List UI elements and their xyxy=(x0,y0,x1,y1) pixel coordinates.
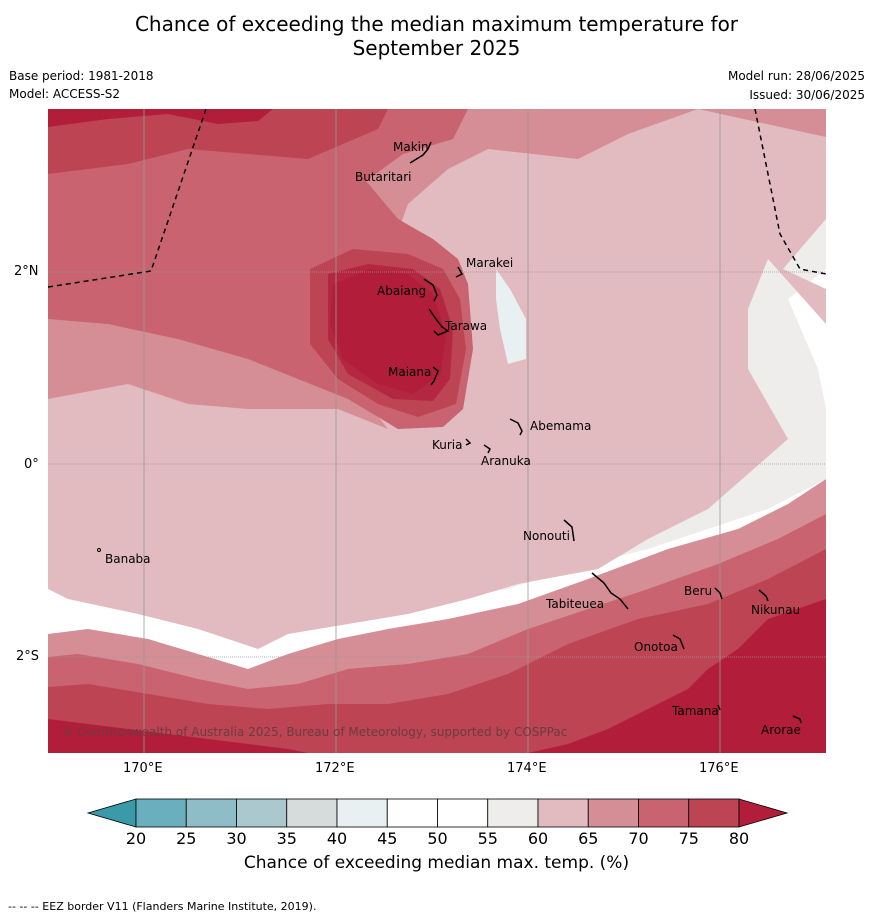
colorbar-segment xyxy=(688,798,740,828)
colorbar-label: Chance of exceeding median max. temp. (%… xyxy=(243,853,630,873)
colorbar-extend-high xyxy=(738,798,789,828)
label-tamana: Tamana xyxy=(671,704,719,718)
label-kuria: Kuria xyxy=(432,438,463,452)
colorbar-tick-label: 65 xyxy=(578,829,599,848)
colorbar-tick-label: 20 xyxy=(125,829,147,848)
map-title-line1: Chance of exceeding the median maximum t… xyxy=(134,12,739,36)
colorbar-segment xyxy=(437,798,489,828)
label-butaritari: Butaritari xyxy=(355,170,412,184)
colorbar-segment xyxy=(236,798,288,828)
copyright-notice: © Commonwealth of Australia 2025, Bureau… xyxy=(62,725,567,739)
colorbar-tick-label: 55 xyxy=(477,829,498,848)
lon-label-176e: 176°E xyxy=(699,761,739,776)
lon-label-170e: 170°E xyxy=(123,761,163,776)
label-arorae: Arorae xyxy=(761,723,801,737)
colorbar-tick-label: 70 xyxy=(628,829,649,848)
model-name: Model: ACCESS-S2 xyxy=(9,87,121,101)
colorbar-segment xyxy=(386,798,438,828)
label-tarawa: Tarawa xyxy=(444,319,487,333)
gridlines xyxy=(48,109,826,753)
colorbar-segment xyxy=(135,798,187,828)
label-onotoa: Onotoa xyxy=(634,640,678,654)
label-nonouti: Nonouti xyxy=(523,529,570,543)
label-tabiteuea: Tabiteuea xyxy=(545,597,604,611)
eez-border xyxy=(48,109,826,288)
colorbar-segment xyxy=(185,798,237,828)
lat-label-2s: 2°S xyxy=(16,649,40,664)
lon-label-172e: 172°E xyxy=(315,761,355,776)
colorbar-tick-label: 75 xyxy=(678,829,699,848)
island-outlines xyxy=(97,141,802,724)
base-period: Base period: 1981-2018 xyxy=(9,69,154,83)
map-title-line2: September 2025 xyxy=(352,36,521,60)
issued-date: Issued: 30/06/2025 xyxy=(749,88,865,102)
lat-label-2n: 2°N xyxy=(14,264,39,279)
label-banaba: Banaba xyxy=(105,552,151,566)
colorbar-tick-label: 30 xyxy=(226,829,247,848)
colorbar-segment xyxy=(487,798,539,828)
label-aranuka: Aranuka xyxy=(481,454,531,468)
colorbar-tick-label: 50 xyxy=(427,829,448,848)
label-makin: Makin xyxy=(393,140,429,154)
colorbar-segments xyxy=(86,798,789,828)
lon-label-174e: 174°E xyxy=(507,761,547,776)
place-labels: Makin Butaritari Marakei Abaiang Tarawa … xyxy=(105,140,801,737)
eez-legend-note: -- -- -- EEZ border V11 (Flanders Marine… xyxy=(8,900,317,913)
colorbar-segment xyxy=(587,798,639,828)
colorbar-tick-label: 80 xyxy=(728,829,750,848)
colorbar-segment xyxy=(537,798,589,828)
label-nikunau: Nikunau xyxy=(751,603,800,617)
label-maiana: Maiana xyxy=(388,365,431,379)
label-abaiang: Abaiang xyxy=(377,284,426,298)
contour-fills xyxy=(48,109,826,753)
label-marakei: Marakei xyxy=(466,256,513,270)
colorbar-extend-low xyxy=(86,798,137,828)
colorbar-segment xyxy=(286,798,338,828)
colorbar-tick-label: 25 xyxy=(176,829,197,848)
colorbar xyxy=(86,798,789,828)
model-run: Model run: 28/06/2025 xyxy=(727,69,865,83)
colorbar-tick-label: 35 xyxy=(276,829,297,848)
label-abemama: Abemama xyxy=(530,419,591,433)
colorbar-tick-label: 40 xyxy=(326,829,348,848)
colorbar-tick-label: 60 xyxy=(527,829,549,848)
map-panel: Makin Butaritari Marakei Abaiang Tarawa … xyxy=(48,109,826,753)
label-beru: Beru xyxy=(684,584,712,598)
colorbar-segment xyxy=(336,798,388,828)
colorbar-segment xyxy=(638,798,690,828)
colorbar-tick-label: 45 xyxy=(377,829,398,848)
lat-label-0: 0° xyxy=(24,457,39,472)
